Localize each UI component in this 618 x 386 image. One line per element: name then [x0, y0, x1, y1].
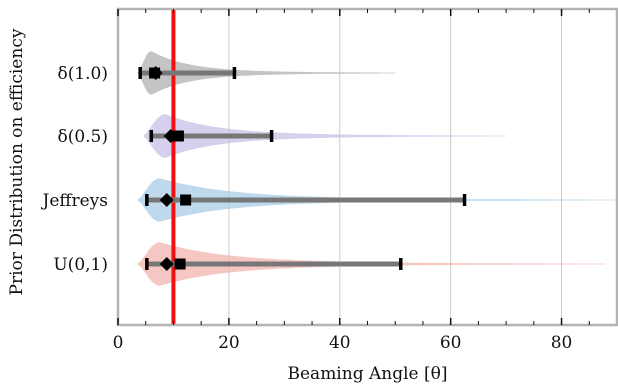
- median-marker: [159, 193, 174, 207]
- violins: [137, 51, 617, 286]
- violin-body: [137, 51, 396, 95]
- mean-marker: [174, 258, 186, 270]
- x-tick-label: 60: [440, 333, 462, 353]
- x-axis-title: Beaming Angle [θ]: [288, 364, 448, 384]
- category-labels: δ(1.0) δ(0.5) Jeffreys U(0,1): [41, 64, 108, 275]
- category-label: U(0,1): [53, 255, 108, 275]
- category-label: δ(1.0): [57, 64, 108, 84]
- x-tick-label: 0: [113, 333, 124, 353]
- x-tick-label: 80: [551, 333, 573, 353]
- grid-lines: [228, 9, 563, 325]
- category-label: Jeffreys: [41, 191, 108, 211]
- median-marker: [148, 66, 163, 80]
- mean-marker: [180, 194, 192, 206]
- category-label: δ(0.5): [57, 127, 108, 147]
- markers: [138, 66, 467, 271]
- x-tick-label: 20: [218, 333, 240, 353]
- median-marker: [163, 129, 178, 143]
- mean-marker: [172, 130, 184, 142]
- y-axis-title: Prior Distribution on efficiency: [7, 28, 27, 295]
- x-ticks: 0 20 40 60 80: [113, 9, 590, 353]
- median-marker: [159, 257, 174, 271]
- x-tick-label: 40: [329, 333, 351, 353]
- violin-body: [142, 114, 507, 158]
